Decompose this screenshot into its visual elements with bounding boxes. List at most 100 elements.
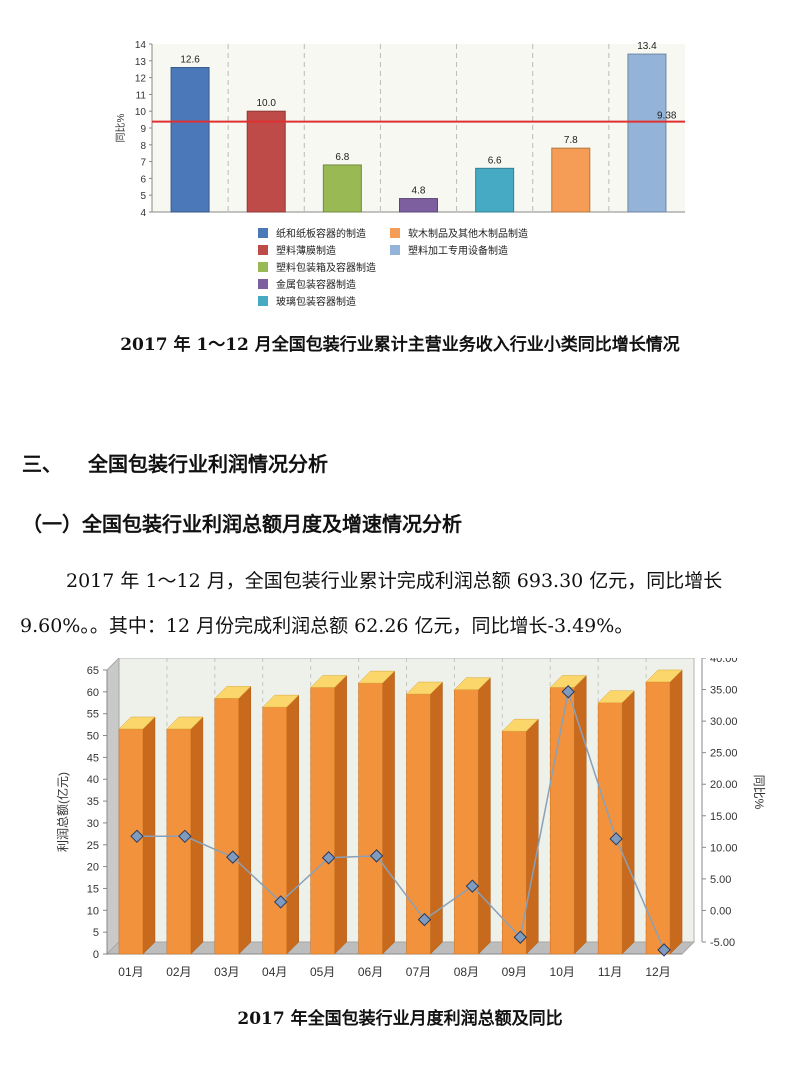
growth-point-11 [657, 943, 671, 957]
growth-point-0 [130, 829, 144, 844]
growth-point-3 [274, 895, 288, 909]
growth-point-2 [226, 850, 240, 864]
y-tick-label-1: 5 [140, 191, 146, 202]
growth-point-8 [513, 930, 527, 944]
growth-point-5 [369, 849, 384, 863]
y-tick-label-6: 10 [135, 107, 147, 118]
legend-swatch-3 [258, 279, 268, 289]
bar-4 [475, 167, 515, 213]
bar-top-1 [166, 716, 204, 730]
bar-side-1 [190, 716, 204, 955]
bar-side-11 [669, 669, 683, 955]
paragraph-line-1: 2017 年 1～12 月，全国包装行业累计完成利润总额 693.30 亿元，同… [66, 570, 723, 592]
x-tick-label-8: 09月 [502, 965, 527, 979]
y-axis-label: 利润总额(亿元) [55, 772, 70, 852]
y-tick-label-7: 11 [136, 90, 147, 101]
bar-5 [551, 147, 591, 213]
bar-2 [214, 698, 240, 955]
y-tick-label-5: 25 [87, 840, 99, 852]
y-tick-label-7: 35 [87, 796, 99, 808]
y2-tick-label-7: 30.00 [710, 716, 738, 728]
y-tick-label-8: 12 [135, 74, 147, 85]
growth-line [136, 688, 665, 951]
bar-label-4: 6.6 [488, 155, 502, 166]
paragraph-line-2: 9.60%。。其中：12 月份完成利润总额 62.26 亿元，同比增长-3.49… [20, 615, 634, 637]
bar-label-1: 10.0 [256, 98, 276, 109]
legend-label-6: 塑料加工专用设备制造 [408, 244, 508, 257]
bar-label-5: 7.8 [564, 135, 578, 146]
bar-0 [118, 728, 144, 955]
bar-5 [358, 682, 383, 955]
y-tick-label-10: 50 [87, 731, 99, 743]
y-tick-label-0: 0 [93, 949, 99, 961]
y2-tick-label-0: -5.00 [710, 937, 735, 949]
y2-tick-label-2: 5.00 [710, 874, 731, 886]
bar-3 [262, 706, 287, 955]
legend-label-1: 塑料薄膜制造 [276, 244, 336, 257]
y-tick-label-3: 15 [87, 883, 99, 895]
bar-4 [310, 687, 335, 955]
bar-side-7 [478, 677, 491, 955]
chart2-caption: 2017 年全国包装行业月度利润总额及同比 [237, 1009, 563, 1029]
y-tick-label-8: 40 [87, 774, 99, 786]
bar-top-8 [501, 718, 539, 732]
legend-label-5: 软木制品及其他木制品制造 [408, 227, 528, 240]
y-tick-label-3: 7 [140, 158, 146, 169]
x-tick-label-5: 06月 [358, 965, 383, 979]
y-tick-label-6: 30 [87, 818, 99, 830]
legend-label-2: 塑料包装箱及容器制造 [276, 261, 376, 274]
y2-tick-label-1: 0.00 [710, 905, 731, 917]
subsector-growth-chart: 4 5 6 7 8 9 10 11 12 13 14 同比% 12.6 10.0 6.8 4.8 6.6 7.8 1… [115, 40, 685, 308]
bar-11 [645, 681, 671, 955]
y-tick-label-2: 6 [140, 174, 146, 185]
section-title: 全国包装行业利润情况分析 [88, 452, 328, 476]
bar-10 [597, 702, 623, 955]
legend-swatch-0 [258, 228, 268, 238]
growth-point-1 [178, 829, 192, 844]
y2-tick-label-4: 15.00 [710, 811, 738, 823]
y-tick-label-13: 65 [87, 665, 99, 677]
x-tick-label-9: 10月 [550, 965, 575, 979]
y-tick-label-4: 8 [140, 141, 146, 152]
bar-top-7 [453, 677, 491, 690]
y-tick-label-1: 5 [93, 927, 99, 939]
bar-top-4 [310, 675, 348, 688]
growth-point-10 [609, 832, 623, 846]
bar-side-0 [142, 716, 156, 955]
chart1-caption: 2017 年 1～12 月全国包装行业累计主营业务收入行业小类同比增长情况 [120, 335, 680, 355]
x-tick-label-1: 02月 [166, 965, 191, 979]
bar-0 [170, 67, 210, 213]
legend-label-0: 纸和纸板容器的制造 [276, 227, 366, 240]
legend-swatch-5 [390, 228, 400, 238]
bar-7 [454, 689, 479, 955]
bar-label-0: 12.6 [180, 55, 200, 66]
bar-label-3: 4.8 [412, 186, 426, 197]
bar-top-2 [214, 686, 252, 699]
y-tick-label-9: 45 [87, 752, 99, 764]
y2-axis-label: 同比% [752, 775, 766, 810]
bar-8 [502, 730, 527, 955]
section-heading: 三、 全国包装行业利润情况分析 [22, 448, 328, 477]
bar-top-10 [597, 690, 635, 704]
bar-top-3 [262, 694, 300, 708]
x-tick-label-2: 03月 [214, 965, 239, 979]
x-tick-label-10: 11月 [598, 965, 622, 979]
x-tick-label-11: 12月 [645, 965, 670, 979]
legend-swatch-4 [258, 296, 268, 306]
x-tick-label-7: 08月 [454, 965, 479, 979]
y-tick-label-12: 60 [87, 687, 99, 699]
growth-point-6 [417, 912, 432, 927]
bar-top-0 [118, 716, 156, 730]
bar-top-5 [357, 670, 396, 684]
reference-line-label: 9.38 [657, 111, 677, 122]
bar-side-5 [382, 670, 395, 955]
legend-label-4: 玻璃包装容器制造 [276, 295, 356, 308]
y-tick-label-2: 10 [87, 905, 99, 917]
legend-label-3: 金属包装容器制造 [276, 278, 356, 291]
bar-label-2: 6.8 [335, 152, 349, 163]
bar-3 [399, 198, 438, 213]
y-axis-label: 同比% [115, 113, 127, 142]
bar-9 [549, 687, 575, 955]
bar-6 [627, 53, 667, 213]
section-number: 三、 [22, 452, 62, 476]
